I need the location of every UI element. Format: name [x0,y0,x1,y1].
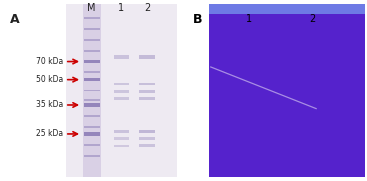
Bar [139,90,155,93]
Bar [84,126,99,128]
Bar [139,144,155,147]
Text: 35 kDa: 35 kDa [36,100,63,110]
Bar [113,55,129,59]
Bar [84,132,99,136]
Text: 50 kDa: 50 kDa [36,75,63,84]
Bar [84,78,99,81]
Bar [84,115,99,117]
Bar [139,137,155,140]
Bar [84,39,99,41]
Bar [139,83,155,85]
Bar [139,55,155,59]
Bar [84,71,99,73]
Bar [209,4,365,177]
Bar [113,83,129,85]
Text: A: A [10,13,20,26]
Bar [113,137,129,140]
Bar [113,130,129,133]
Bar [113,97,129,100]
Bar [84,90,99,92]
Text: 25 kDa: 25 kDa [36,129,63,138]
Text: M: M [87,3,96,13]
Bar [66,4,177,177]
Bar [113,90,129,93]
Bar [139,97,155,100]
Text: 1: 1 [246,14,252,24]
Text: 70 kDa: 70 kDa [36,57,63,66]
Text: B: B [193,13,202,26]
Bar [84,28,99,30]
Bar [209,4,365,14]
Bar [84,50,99,52]
Text: 2: 2 [309,14,316,24]
Bar [84,155,99,157]
Bar [83,4,101,177]
Bar [84,60,99,63]
Bar [84,17,99,19]
Text: 1: 1 [118,3,124,13]
Bar [84,144,99,146]
Bar [113,144,129,147]
Bar [84,103,99,107]
Bar [139,130,155,133]
Bar [84,98,99,101]
Text: 2: 2 [144,3,150,13]
